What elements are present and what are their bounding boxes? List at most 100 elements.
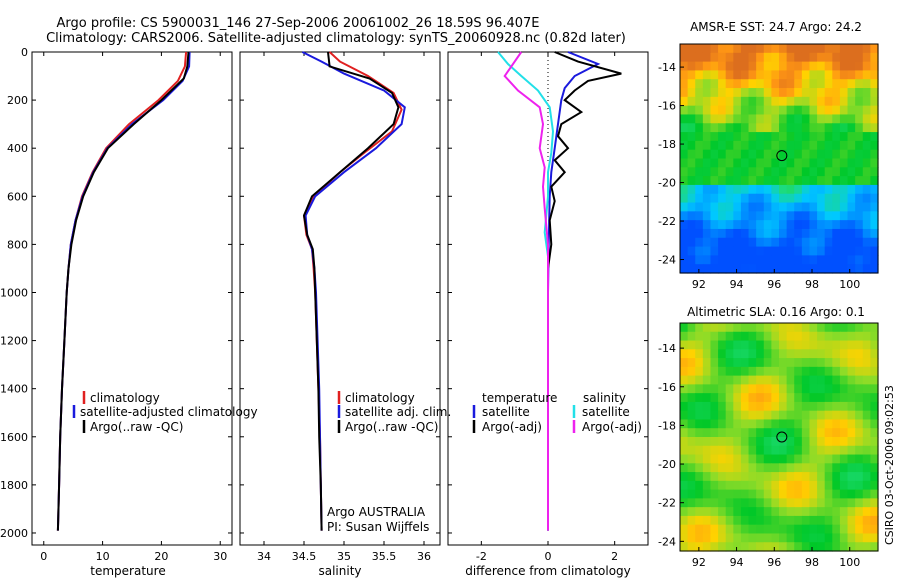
map-cell xyxy=(847,255,856,265)
map-cell xyxy=(779,533,788,543)
map-cell xyxy=(740,61,750,72)
map-cell xyxy=(801,220,811,230)
map-cell xyxy=(733,533,742,543)
map-cell xyxy=(756,211,765,221)
map-cell xyxy=(695,44,704,54)
map-cell xyxy=(839,533,849,543)
map-cell xyxy=(748,401,757,412)
map-cell xyxy=(718,533,727,543)
map-cell xyxy=(809,472,818,482)
map-cell xyxy=(748,193,757,204)
map-cell xyxy=(756,176,765,186)
map-cell xyxy=(839,401,849,412)
map-cell xyxy=(718,375,727,385)
map-cell xyxy=(702,158,712,168)
map-cell xyxy=(832,401,841,412)
map-cell xyxy=(763,79,772,89)
map-cell xyxy=(817,489,826,499)
map-cell xyxy=(839,132,849,142)
map-cell xyxy=(718,515,727,526)
map-cell xyxy=(710,105,719,116)
map-x-tick-label: 100 xyxy=(839,556,860,569)
map-cell xyxy=(702,264,712,274)
map-cell xyxy=(771,472,780,482)
map-cell xyxy=(740,524,750,535)
map-cell xyxy=(756,61,765,72)
map-cell xyxy=(794,515,803,526)
map-cell xyxy=(695,366,704,377)
map-cell xyxy=(779,323,788,333)
map-cell xyxy=(756,52,765,63)
map-cell xyxy=(855,401,864,412)
map-cell xyxy=(779,193,788,204)
map-cell xyxy=(718,44,727,54)
depth-tick-label: 200 xyxy=(7,94,28,107)
map-cell xyxy=(687,454,696,464)
map-cell xyxy=(839,105,849,116)
map-cell xyxy=(680,202,689,212)
map-cell xyxy=(839,149,849,160)
map-cell xyxy=(832,246,841,256)
map-cell xyxy=(801,384,811,394)
sla-map-title: Altimetric SLA: 0.16 Argo: 0.1 xyxy=(687,305,865,319)
map-cell xyxy=(680,52,689,63)
map-cell xyxy=(725,114,734,124)
map-cell xyxy=(794,70,803,80)
map-cell xyxy=(710,52,719,63)
map-cell xyxy=(870,358,879,368)
map-cell xyxy=(710,323,719,333)
map-cell xyxy=(733,220,742,230)
map-cell xyxy=(702,489,712,499)
map-cell xyxy=(771,384,780,394)
map-cell xyxy=(702,393,712,403)
map-cell xyxy=(702,123,712,133)
depth-tick-label: 1400 xyxy=(0,383,28,396)
map-cell xyxy=(786,246,795,256)
map-cell xyxy=(801,463,811,473)
map-cell xyxy=(839,454,849,464)
map-cell xyxy=(687,349,696,359)
map-cell xyxy=(786,375,795,385)
map-cell xyxy=(786,480,795,491)
map-cell xyxy=(786,472,795,482)
map-cell xyxy=(832,384,841,394)
map-cell xyxy=(733,349,742,359)
map-cell xyxy=(870,211,879,221)
map-cell xyxy=(771,176,780,186)
map-cell xyxy=(779,340,788,350)
map-cell xyxy=(870,220,879,230)
map-cell xyxy=(809,246,818,256)
map-cell xyxy=(809,515,818,526)
map-cell xyxy=(824,167,833,177)
map-cell xyxy=(855,524,864,535)
map-cell xyxy=(756,515,765,526)
map-cell xyxy=(687,140,696,151)
map-cell xyxy=(824,366,833,377)
x-tick-label: 30 xyxy=(213,550,227,563)
map-cell xyxy=(839,463,849,473)
map-cell xyxy=(801,533,811,543)
map-cell xyxy=(862,132,871,142)
map-cell xyxy=(870,88,879,98)
map-cell xyxy=(832,428,841,438)
map-cell xyxy=(855,264,864,274)
map-cell xyxy=(809,158,818,168)
map-cell xyxy=(839,393,849,403)
map-cell xyxy=(718,393,727,403)
map-cell xyxy=(839,349,849,359)
map-cell xyxy=(733,176,742,186)
map-cell xyxy=(763,132,772,142)
temperature-legend: climatology satellite-adjusted climatolo… xyxy=(72,391,258,434)
map-cell xyxy=(733,193,742,204)
map-cell xyxy=(710,123,719,133)
map-cell xyxy=(687,366,696,377)
map-cell xyxy=(748,515,757,526)
map-cell xyxy=(680,533,689,543)
map-cell xyxy=(847,533,856,543)
map-cell xyxy=(847,52,856,63)
map-cell xyxy=(680,384,689,394)
map-cell xyxy=(725,393,734,403)
map-cell xyxy=(740,88,750,98)
map-cell xyxy=(824,105,833,116)
map-cell xyxy=(740,255,750,265)
